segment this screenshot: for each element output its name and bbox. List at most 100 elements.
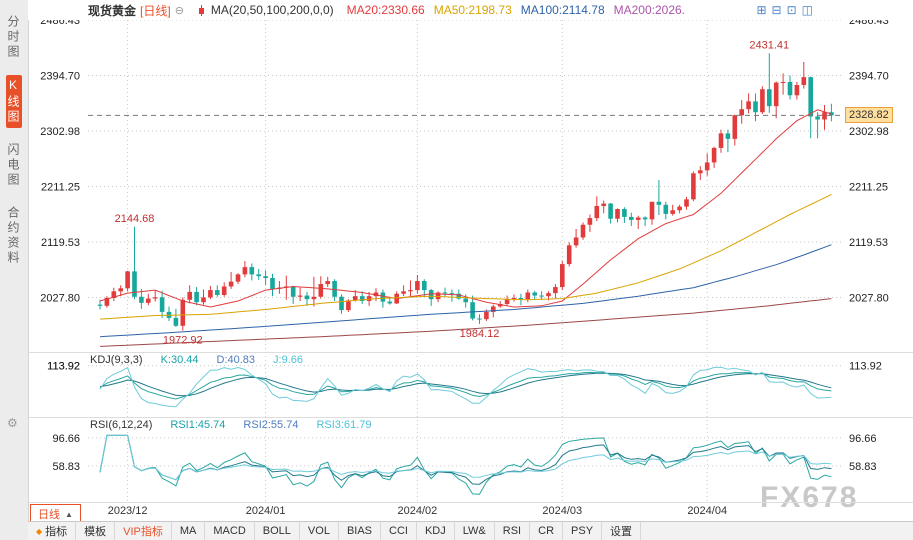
rsi-values: RSI1:45.74 RSI2:55.74 RSI3:61.79 (162, 419, 381, 431)
date-labels: 2023/12 2024/01 2024/02 2024/03 2024/04 (108, 505, 727, 517)
svg-text:2302.98: 2302.98 (40, 126, 80, 138)
header-toolbar: ⊞ ⊟ ⊡ ◫ (756, 3, 813, 17)
tab-label: CCI (389, 525, 408, 537)
tab-label: KDJ (424, 525, 446, 537)
ma-value-3: MA200:2026. (613, 3, 686, 17)
tab-label: 指标 (45, 526, 68, 538)
svg-text:96.66: 96.66 (849, 433, 877, 445)
ma-line-MA50 (99, 194, 832, 320)
svg-text:2024/04: 2024/04 (687, 505, 727, 517)
last-price-tag: 2328.82 (845, 107, 893, 124)
ma-lines (99, 109, 832, 347)
candles (97, 53, 834, 331)
ma-value-1: MA50:2198.73 (433, 3, 512, 17)
annotation-1972.92: 1972.92 (163, 335, 203, 347)
kdj-vals-2: J:9.66 (273, 354, 303, 366)
annotation-2431.41: 2431.41 (749, 39, 789, 51)
bottom-tab-0[interactable]: ◆ 指标 (28, 522, 77, 540)
kdj-values: K:30.44 D:40.83 J:9.66 (153, 354, 313, 366)
rsi-vals-2: RSI3:61.79 (316, 419, 372, 431)
svg-text:58.83: 58.83 (52, 461, 80, 473)
kdj-pane-header: KDJ(9,3,3) K:30.44 D:40.83 J:9.66 (90, 354, 323, 366)
sidebar-item-0[interactable]: 分时图 (6, 15, 20, 60)
bottom-tab-bar: ◆ 指标 模板 VIP指标 MA MACD BOLL VOL BIAS CCI KDJ LW& RSI C… (28, 521, 913, 540)
kdj-vals-1: D:40.83 (216, 354, 256, 366)
svg-text:96.66: 96.66 (52, 433, 80, 445)
rsi-lines (99, 434, 832, 495)
svg-text:2211.25: 2211.25 (41, 182, 80, 194)
svg-text:2394.70: 2394.70 (849, 71, 889, 83)
svg-text:2024/02: 2024/02 (398, 505, 438, 517)
svg-text:2024/03: 2024/03 (542, 505, 582, 517)
kdj-vals-0: K:30.44 (160, 354, 199, 366)
bottom-tab-14[interactable]: 设置 (602, 522, 642, 540)
ma-line-MA20 (99, 109, 832, 308)
svg-text:113.92: 113.92 (47, 361, 80, 373)
ma-params-label: MA(20,50,100,200,0,0) (210, 3, 334, 17)
svg-text:2119.53: 2119.53 (849, 237, 888, 249)
bottom-tab-3[interactable]: MA (172, 522, 206, 540)
tab-label: 设置 (610, 526, 633, 538)
svg-text:2027.80: 2027.80 (849, 293, 889, 305)
tab-label: MACD (213, 525, 246, 537)
bottom-tab-8[interactable]: CCI (381, 522, 417, 540)
symbol-title: 现货黄金 (88, 3, 137, 18)
kdj-params-label: KDJ(9,3,3) (90, 354, 143, 366)
ma-line-MA200 (99, 298, 832, 347)
candlestick-indicator-icon (198, 4, 205, 16)
bottom-tab-12[interactable]: CR (530, 522, 564, 540)
tab-label: 模板 (84, 526, 107, 538)
watermark: FX678 (760, 481, 859, 514)
tab-label: VOL (307, 525, 330, 537)
svg-text:58.83: 58.83 (849, 461, 877, 473)
single-pane-icon[interactable]: ⊡ (786, 3, 797, 17)
bottom-tab-7[interactable]: BIAS (339, 522, 382, 540)
period-selector[interactable]: 日线 ▲ (30, 504, 81, 524)
bottom-tab-4[interactable]: MACD (205, 522, 255, 540)
bottom-tab-6[interactable]: VOL (300, 522, 339, 540)
period-selector-label: 日线 (38, 509, 60, 521)
sidebar-item-2[interactable]: 闪电图 (6, 143, 20, 188)
bottom-tab-11[interactable]: RSI (495, 522, 531, 540)
svg-text:113.92: 113.92 (47, 361, 80, 373)
tile-windows-icon[interactable]: ⊞ (756, 3, 767, 17)
ma-value-0: MA20:2330.66 (346, 3, 425, 17)
ma-line-MA100 (99, 244, 832, 338)
indicator-settings-gear-icon[interactable]: ⚙ (7, 416, 18, 430)
ma-values: MA20:2330.66 MA50:2198.73 MA100:2114.78 MA2… (338, 3, 685, 17)
bottom-tab-9[interactable]: KDJ (417, 522, 455, 540)
rsi-vals-0: RSI1:45.74 (170, 419, 226, 431)
sidebar-item-3[interactable]: 合约资料 (6, 206, 20, 266)
chart-header: 现货黄金 [日线] ⊖ MA(20,50,100,200,0,0) MA20:2… (28, 0, 913, 20)
bottom-tab-13[interactable]: PSY (563, 522, 603, 540)
sidebar-item-1[interactable]: K线图 (6, 75, 22, 128)
collapse-chart-icon[interactable]: ⊖ (174, 4, 184, 17)
rsi-pane-header: RSI(6,12,24) RSI1:45.74 RSI2:55.74 RSI3:61.… (90, 419, 392, 431)
bottom-tab-1[interactable]: 模板 (76, 522, 116, 540)
dropdown-arrow-icon: ▲ (65, 509, 73, 519)
tab-label: MA (179, 525, 197, 537)
rsi-params-label: RSI(6,12,24) (90, 419, 153, 431)
svg-text:2394.70: 2394.70 (40, 71, 80, 83)
ma-value-2: MA100:2114.78 (520, 3, 605, 17)
svg-text:2023/12: 2023/12 (108, 505, 148, 517)
tab-label: LW& (462, 525, 486, 537)
svg-text:2024/01: 2024/01 (246, 505, 286, 517)
horizontal-split-icon[interactable]: ⊟ (771, 3, 782, 17)
tab-label: VIP指标 (123, 526, 163, 538)
period-tag: [日线] (140, 3, 171, 18)
bottom-tab-5[interactable]: BOLL (255, 522, 300, 540)
vertical-split-icon[interactable]: ◫ (801, 3, 813, 17)
svg-text:2211.25: 2211.25 (849, 182, 888, 194)
bottom-tab-10[interactable]: LW& (455, 522, 495, 540)
svg-text:2119.53: 2119.53 (41, 237, 80, 249)
tab-label: BIAS (346, 525, 373, 537)
tab-label: CR (538, 525, 555, 537)
svg-text:2302.98: 2302.98 (849, 126, 889, 138)
bottom-tab-2[interactable]: VIP指标 (115, 522, 172, 540)
svg-text:2027.80: 2027.80 (40, 293, 80, 305)
annotation-2144.68: 2144.68 (115, 213, 155, 225)
